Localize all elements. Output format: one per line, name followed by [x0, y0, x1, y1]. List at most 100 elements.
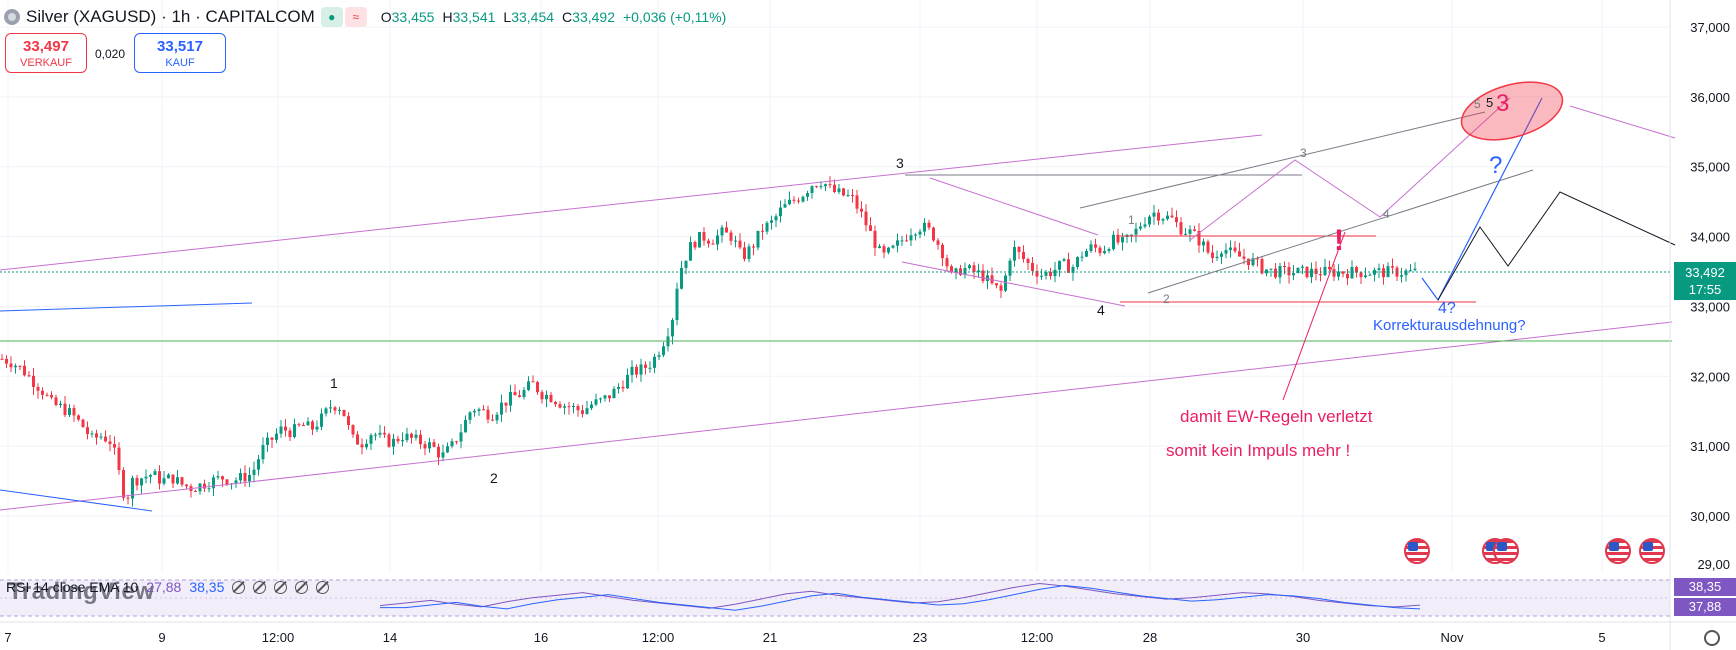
candle-body — [810, 186, 814, 194]
hidden-circle-icon[interactable] — [274, 580, 288, 594]
candle-body — [657, 355, 661, 357]
sub-wave-4: 4 — [1383, 207, 1390, 221]
candle-body — [1391, 266, 1394, 268]
candle-body — [1017, 247, 1021, 252]
candle-body — [1035, 270, 1039, 277]
candle-body — [1292, 273, 1295, 276]
channel-lower-line — [0, 321, 1673, 511]
sell-button[interactable]: 33,497 VERKAUF — [5, 33, 87, 73]
candle-body — [1103, 250, 1106, 254]
time-axis[interactable]: 7 9 12:00 14 16 12:00 21 23 12:00 28 30 Nov 5 — [0, 621, 1736, 645]
hidden-circle-icon[interactable] — [316, 580, 330, 594]
rsi-label: RSI 14 close EMA 10 — [6, 579, 139, 595]
candle-body — [1382, 268, 1385, 278]
candle-body — [117, 447, 121, 471]
time-tick: 28 — [1143, 630, 1157, 645]
candle-body — [644, 364, 647, 368]
candle-body — [405, 433, 409, 441]
candle-body — [842, 188, 845, 196]
candle-body — [612, 388, 616, 399]
price-axis[interactable]: 37,000 36,000 35,000 34,000 33,000 32,000 31,0… — [1669, 0, 1730, 650]
candle-body — [248, 474, 251, 482]
candle-body — [1121, 237, 1124, 243]
blue-line — [0, 489, 153, 512]
hidden-circle-icon[interactable] — [253, 580, 267, 594]
sub-wave-5: 5 — [1474, 97, 1481, 111]
us-flag-icon[interactable] — [1605, 538, 1631, 564]
candle-body — [329, 407, 332, 409]
candle-body — [77, 415, 80, 420]
grey-channel-line — [1079, 111, 1486, 209]
candle-body — [936, 240, 940, 245]
candle-body — [419, 434, 422, 445]
candle-body — [1004, 275, 1007, 291]
candle-body — [986, 275, 989, 282]
candle-body — [927, 222, 931, 228]
candle-body — [1161, 219, 1165, 221]
symbol-title[interactable]: Silver (XAGUSD) · 1h · CAPITALCOM — [26, 7, 315, 26]
korrektur-label: Korrekturausdehnung? — [1373, 317, 1526, 334]
price-tick: 33,000 — [1690, 299, 1730, 314]
candle-body — [815, 186, 818, 188]
time-tick: 12:00 — [262, 630, 295, 645]
candle-body — [1130, 234, 1133, 236]
candle-body — [306, 421, 310, 426]
bar-countdown: 17:55 — [1688, 282, 1722, 297]
candle-body — [131, 477, 134, 499]
candle-body — [702, 232, 706, 241]
candle-body — [1179, 222, 1183, 235]
candle-body — [518, 395, 521, 397]
candle-body — [1269, 268, 1273, 270]
candle-body — [1148, 216, 1151, 225]
candle-body — [162, 478, 166, 484]
rsi-value-1: 27,88 — [146, 579, 182, 595]
rsi-value-2: 38,35 — [189, 579, 225, 595]
candle-body — [545, 394, 548, 400]
candle-body — [950, 266, 953, 273]
candle-body — [410, 433, 413, 438]
candle-body — [923, 222, 926, 232]
candle-body — [1314, 268, 1318, 275]
candle-body — [1058, 260, 1061, 270]
candle-body — [693, 242, 697, 248]
target-wave-3: 3 — [1496, 90, 1510, 117]
settings-icon[interactable] — [1704, 630, 1720, 646]
subwave-path — [1189, 97, 1511, 241]
candle-body — [873, 230, 877, 248]
price-tick: 29,00 — [1697, 557, 1730, 572]
wave-4-question: 4? — [1438, 300, 1456, 317]
sub-wave-3: 3 — [1300, 146, 1307, 160]
candle-body — [1305, 266, 1309, 278]
time-tick: 16 — [534, 630, 548, 645]
candle-body — [221, 476, 224, 480]
us-flag-icon[interactable] — [1493, 538, 1519, 564]
candle-body — [779, 207, 782, 217]
candle-body — [1337, 271, 1340, 277]
candle-body — [81, 419, 85, 428]
candle-body — [522, 389, 526, 397]
market-open-dot-icon[interactable]: ● — [320, 7, 343, 27]
candle-body — [1022, 251, 1025, 260]
candle-body — [468, 412, 472, 420]
candle-body — [635, 366, 638, 375]
hidden-circle-icon[interactable] — [232, 580, 246, 594]
candle-body — [900, 240, 904, 242]
candle-body — [531, 381, 535, 383]
sell-label: VERKAUF — [20, 57, 72, 69]
candle-body — [563, 406, 566, 408]
candle-body — [756, 230, 760, 248]
candle-body — [311, 421, 314, 430]
candle-body — [243, 472, 247, 482]
wave-label-2: 2 — [490, 470, 498, 486]
hidden-circle-icon[interactable] — [295, 580, 309, 594]
candle-body — [108, 441, 112, 445]
candle-body — [689, 242, 692, 261]
us-flag-icon[interactable] — [1639, 538, 1665, 564]
candle-body — [1193, 229, 1196, 231]
wave-indicator-icon[interactable]: ≈ — [344, 7, 367, 27]
us-flag-icon[interactable] — [1404, 538, 1430, 564]
buy-button[interactable]: 33,517 KAUF — [134, 33, 226, 73]
rsi-legend[interactable]: RSI 14 close EMA 10 27,88 38,35 — [6, 579, 330, 595]
candle-body — [1197, 230, 1201, 246]
candle-body — [288, 430, 292, 438]
